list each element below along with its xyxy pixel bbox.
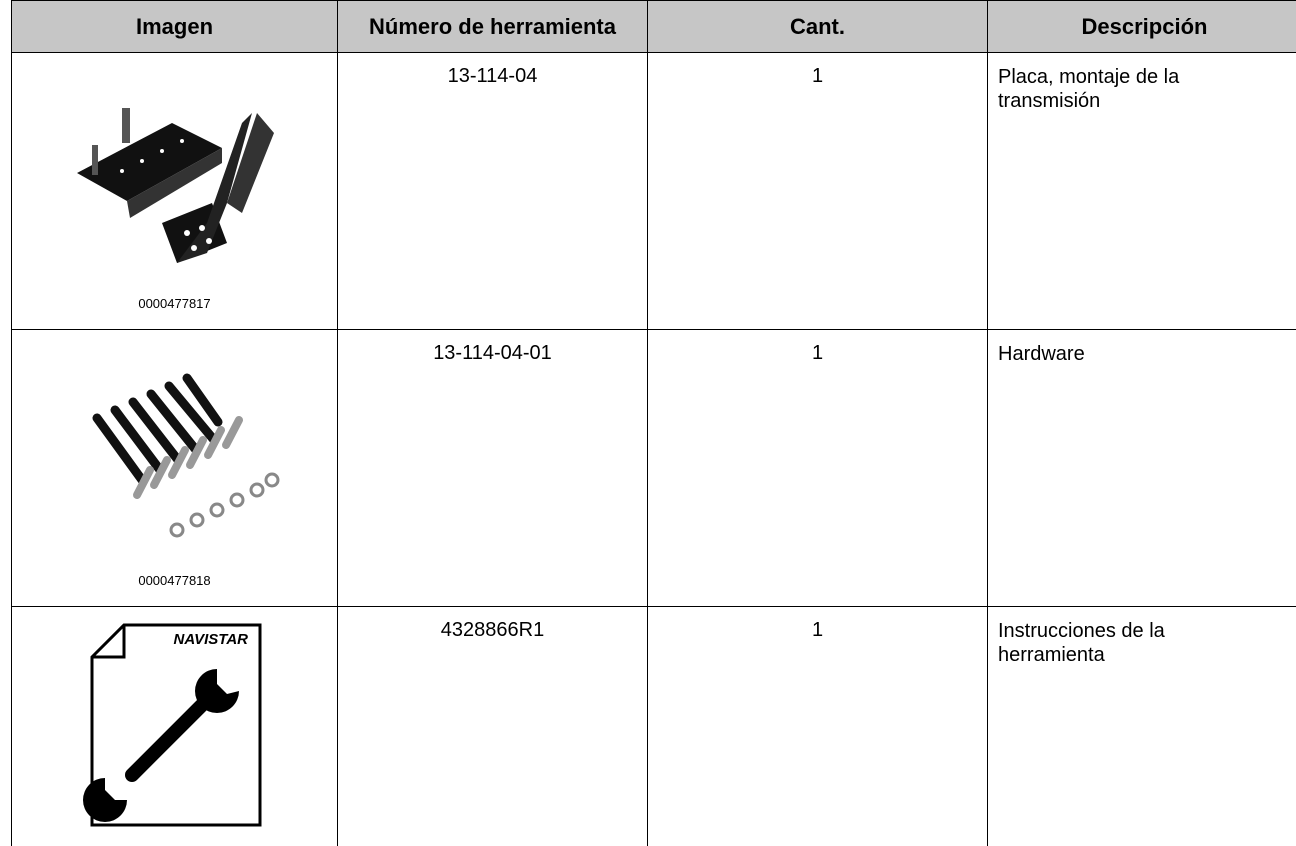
image-cell: NAVISTAR 0000160075 <box>11 606 338 846</box>
description: Instrucciones de la herramienta <box>987 606 1296 846</box>
tool-number: 13-114-04-01 <box>337 329 648 607</box>
header-cell: Número de herramienta <box>337 0 648 53</box>
quantity: 1 <box>647 606 988 846</box>
header-cell: Imagen <box>11 0 338 53</box>
row: 0000477818 13-114-04-01 1 Hardware <box>11 329 1296 607</box>
image-code: 0000477817 <box>138 296 211 311</box>
quantity: 1 <box>647 329 988 607</box>
row: NAVISTAR 0000160075 4328866R1 1 Instrucc… <box>11 606 1296 846</box>
instructions-icon: NAVISTAR <box>83 623 262 827</box>
image-cell: 0000477818 <box>11 329 338 607</box>
table-container: Imagen Número de herramienta Cant. Descr… <box>11 0 1296 846</box>
header-cell: Descripción <box>987 0 1296 53</box>
row: 0000477817 13-114-04 1 Placa, montaje de… <box>11 52 1296 330</box>
tools-table: Imagen Número de herramienta Cant. Descr… <box>11 0 1296 846</box>
image-code: 0000477818 <box>138 573 211 588</box>
header-row: Imagen Número de herramienta Cant. Descr… <box>11 0 1296 53</box>
header-cell: Cant. <box>647 0 988 53</box>
plate-image <box>77 108 274 263</box>
description: Hardware <box>987 329 1296 607</box>
description: Placa, montaje de la transmisión <box>987 52 1296 330</box>
brand-label: NAVISTAR <box>174 631 249 648</box>
tool-number: 4328866R1 <box>337 606 648 846</box>
tool-number: 13-114-04 <box>337 52 648 330</box>
hardware-image <box>92 373 280 538</box>
quantity: 1 <box>647 52 988 330</box>
image-cell: 0000477817 <box>11 52 338 330</box>
